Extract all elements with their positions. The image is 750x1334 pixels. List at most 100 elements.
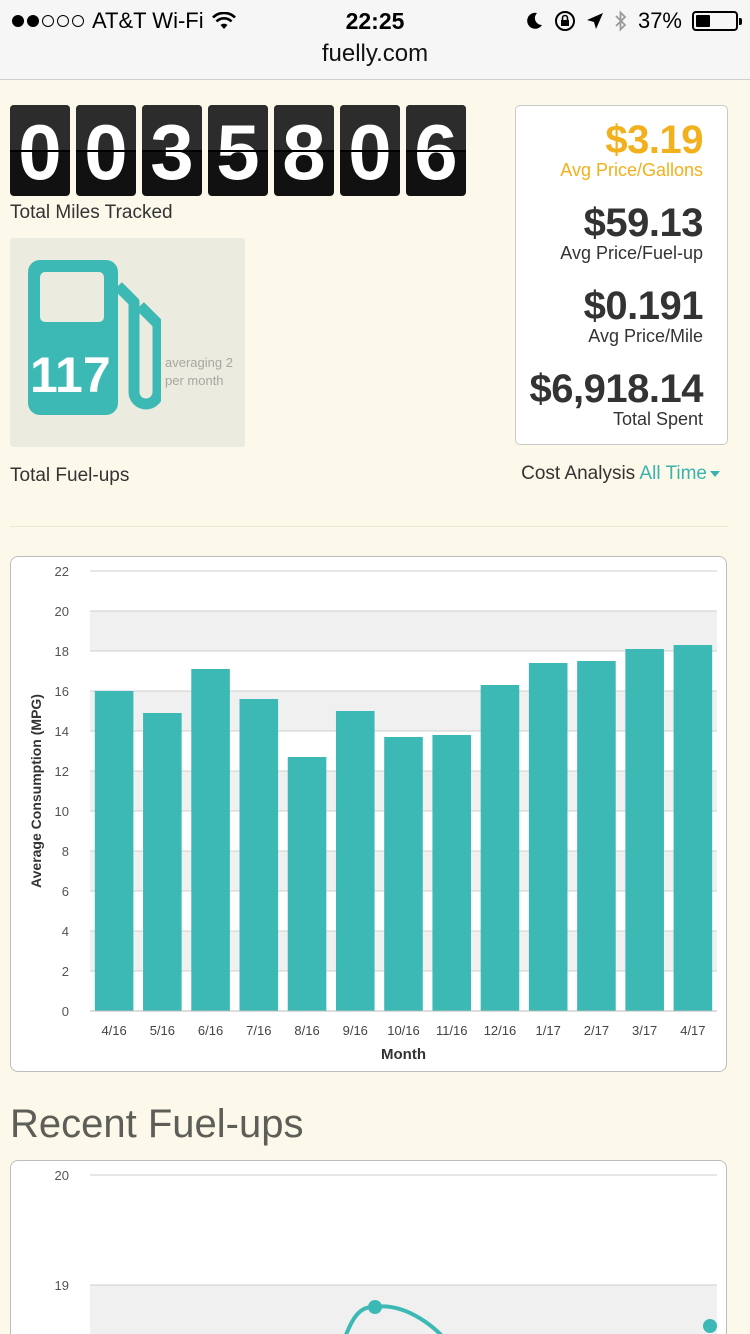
- avg-price-mile-stat: $0.191 Avg Price/Mile: [583, 284, 704, 347]
- odometer-digit: 0: [76, 105, 136, 196]
- recent-fuelups-chart-panel: 19 20: [10, 1160, 727, 1334]
- status-bar: AT&T Wi-Fi 22:25 37%: [0, 6, 750, 36]
- avg-price-fuelup-value: $59.13: [583, 201, 704, 245]
- y-tick-label: 14: [55, 724, 69, 739]
- signal-dot: [12, 15, 24, 27]
- x-tick-label: 10/16: [387, 1023, 420, 1038]
- signal-dot: [42, 15, 54, 27]
- data-point: [703, 1319, 717, 1333]
- moon-icon: [527, 12, 542, 29]
- avg-price-mile-label: Avg Price/Mile: [588, 326, 703, 346]
- odometer-digit: 5: [208, 105, 268, 196]
- recent-fuelups-title: Recent Fuel-ups: [10, 1102, 304, 1146]
- avg-price-fuelup-label: Avg Price/Fuel-up: [560, 243, 703, 263]
- signal-dot: [57, 15, 69, 27]
- mpg-bar-chart: 0 2 4 6 8 10 12 14 16 18 20 22 4/16 5/16 6/16 7/16 8/16 9…: [28, 564, 717, 1063]
- fuel-pump-icon: [28, 260, 161, 415]
- odometer-digit: 8: [274, 105, 334, 196]
- battery-level: [696, 15, 711, 27]
- y-axis-label: Average Consumption (MPG): [28, 694, 44, 888]
- bar: [673, 645, 713, 1011]
- grid-band: [90, 691, 717, 731]
- x-tick-label: 1/17: [536, 1023, 561, 1038]
- bar: [432, 735, 472, 1011]
- fuelups-tile: 117 averaging 2 per month: [10, 238, 245, 447]
- odometer-digit-value: 6: [414, 108, 458, 196]
- fuelups-count: 117: [30, 347, 111, 403]
- rotation-lock-icon: [554, 11, 575, 31]
- total-spent-label: Total Spent: [612, 409, 703, 429]
- signal-dot: [72, 15, 84, 27]
- chevron-down-icon: [710, 470, 720, 477]
- bar: [384, 737, 423, 1011]
- address-bar-url[interactable]: fuelly.com: [321, 40, 429, 67]
- odometer-digit: 0: [10, 105, 70, 196]
- y-tick-label: 22: [55, 564, 69, 579]
- bar: [625, 649, 664, 1011]
- odometer-digit: 6: [406, 105, 466, 196]
- odometer-digit-value: 0: [18, 108, 62, 196]
- y-tick-label: 20: [55, 1168, 69, 1183]
- bluetooth-icon: [615, 10, 627, 32]
- cost-analysis-period: All Time: [639, 463, 707, 484]
- y-tick-label: 8: [62, 844, 69, 859]
- cost-analysis-period-dropdown[interactable]: All Time: [639, 463, 720, 484]
- clock: 22:25: [345, 8, 405, 34]
- y-tick-label: 2: [62, 964, 69, 979]
- avg-price-gallon-label: Avg Price/Gallons: [560, 160, 703, 180]
- bar: [480, 685, 520, 1011]
- avg-price-fuelup-stat: $59.13 Avg Price/Fuel-up: [560, 201, 703, 264]
- y-tick-label: 10: [55, 804, 69, 819]
- mpg-bar-chart-panel: 0 2 4 6 8 10 12 14 16 18 20 22 4/16 5/16 6/16 7/16 8/16 9…: [10, 556, 727, 1072]
- total-spent-stat: $6,918.14 Total Spent: [529, 367, 704, 430]
- bar: [239, 699, 279, 1011]
- browser-top-bar: AT&T Wi-Fi 22:25 37%: [0, 0, 750, 80]
- y-tick-label: 18: [55, 644, 69, 659]
- avg-price-gallon-stat: $3.19 Avg Price/Gallons: [560, 118, 703, 181]
- battery-icon: [692, 11, 742, 31]
- y-tick-label: 20: [55, 604, 69, 619]
- total-spent-value: $6,918.14: [529, 367, 704, 411]
- x-tick-label: 11/16: [436, 1023, 468, 1038]
- cost-analysis-label: Cost Analysis: [521, 463, 636, 484]
- x-tick-label: 12/16: [484, 1023, 517, 1038]
- odometer-digit-value: 5: [216, 108, 260, 196]
- total-miles-label: Total Miles Tracked: [10, 202, 173, 223]
- odometer-digit-value: 3: [150, 108, 194, 196]
- bar: [335, 711, 375, 1011]
- x-tick-label: 6/16: [198, 1023, 223, 1038]
- signal-strength-icon: [12, 15, 84, 27]
- x-tick-label: 4/16: [101, 1023, 126, 1038]
- cost-stats-box: $3.19 Avg Price/Gallons $59.13 Avg Price…: [515, 105, 728, 445]
- bar: [287, 757, 327, 1011]
- bar: [143, 713, 182, 1011]
- x-tick-label: 4/17: [680, 1023, 705, 1038]
- bar: [577, 661, 616, 1011]
- data-point: [368, 1300, 382, 1314]
- x-tick-label: 2/17: [584, 1023, 609, 1038]
- x-axis-label: Month: [381, 1046, 426, 1063]
- location-arrow-icon: [586, 13, 603, 29]
- wifi-icon: [211, 12, 236, 29]
- y-tick-label: 4: [62, 924, 69, 939]
- x-tick-label: 5/16: [150, 1023, 175, 1038]
- odometer-digit-value: 8: [282, 108, 326, 196]
- odometer-digit-value: 0: [348, 108, 392, 196]
- odometer-digit: 0: [340, 105, 400, 196]
- x-tick-label: 8/16: [294, 1023, 319, 1038]
- avg-price-mile-value: $0.191: [583, 284, 704, 328]
- bar: [528, 663, 568, 1011]
- battery-percent: 37%: [637, 8, 682, 33]
- x-tick-label: 9/16: [343, 1023, 368, 1038]
- y-tick-label: 19: [55, 1278, 69, 1293]
- odometer-digit: 3: [142, 105, 202, 196]
- y-tick-label: 6: [62, 884, 69, 899]
- bar: [94, 691, 134, 1011]
- y-tick-label: 0: [62, 1004, 69, 1019]
- total-fuelups-label: Total Fuel-ups: [10, 465, 130, 486]
- bar: [191, 669, 230, 1011]
- avg-price-gallon-value: $3.19: [605, 118, 703, 162]
- x-tick-label: 3/17: [632, 1023, 657, 1038]
